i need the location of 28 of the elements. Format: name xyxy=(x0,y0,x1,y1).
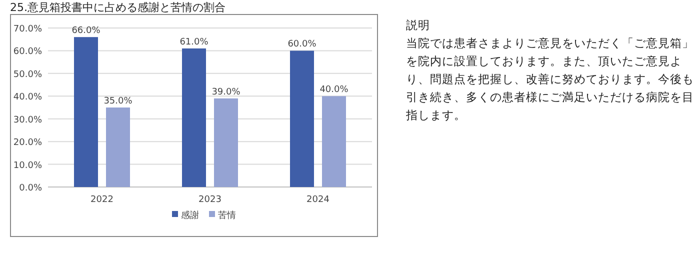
data-label: 40.0% xyxy=(320,85,349,96)
y-tick-label: 20.0% xyxy=(13,138,42,148)
x-tick-label: 2022 xyxy=(90,195,114,205)
bar xyxy=(214,98,238,187)
y-tick-label: 70.0% xyxy=(13,24,42,34)
legend-label: 感謝 xyxy=(181,210,199,221)
x-tick-label: 2024 xyxy=(306,195,330,205)
data-label: 61.0% xyxy=(180,37,209,48)
data-label: 35.0% xyxy=(104,96,133,106)
bar xyxy=(322,96,346,187)
data-label: 39.0% xyxy=(212,87,241,98)
data-label: 66.0% xyxy=(72,26,101,36)
legend-label: 苦情 xyxy=(218,210,236,221)
text: 説明 xyxy=(406,17,431,34)
y-tick-label: 0.0% xyxy=(19,184,42,194)
bar xyxy=(106,108,130,187)
bar xyxy=(182,48,206,187)
y-tick-label: 40.0% xyxy=(13,92,42,103)
data-label: 60.0% xyxy=(288,40,317,50)
text: 当院では患者さまよりご意見をいただく「ご意見箱」を院内に設置しております。また、頂いたご意見より、問題点を把握し、改善に努めております。今後も引き続き、多くの患者様にご満足いただける病院を目指します。 xyxy=(406,35,695,124)
bar xyxy=(290,50,314,187)
x-tick-label: 2023 xyxy=(198,195,222,205)
y-tick-label: 50.0% xyxy=(13,70,42,80)
y-tick-label: 10.0% xyxy=(13,160,42,171)
y-tick-label: 60.0% xyxy=(13,47,42,58)
y-tick-label: 30.0% xyxy=(13,115,42,126)
chart-title: 25.意見箱投書中に占める感謝と苦情の割合 xyxy=(10,0,226,15)
bar xyxy=(74,37,98,187)
